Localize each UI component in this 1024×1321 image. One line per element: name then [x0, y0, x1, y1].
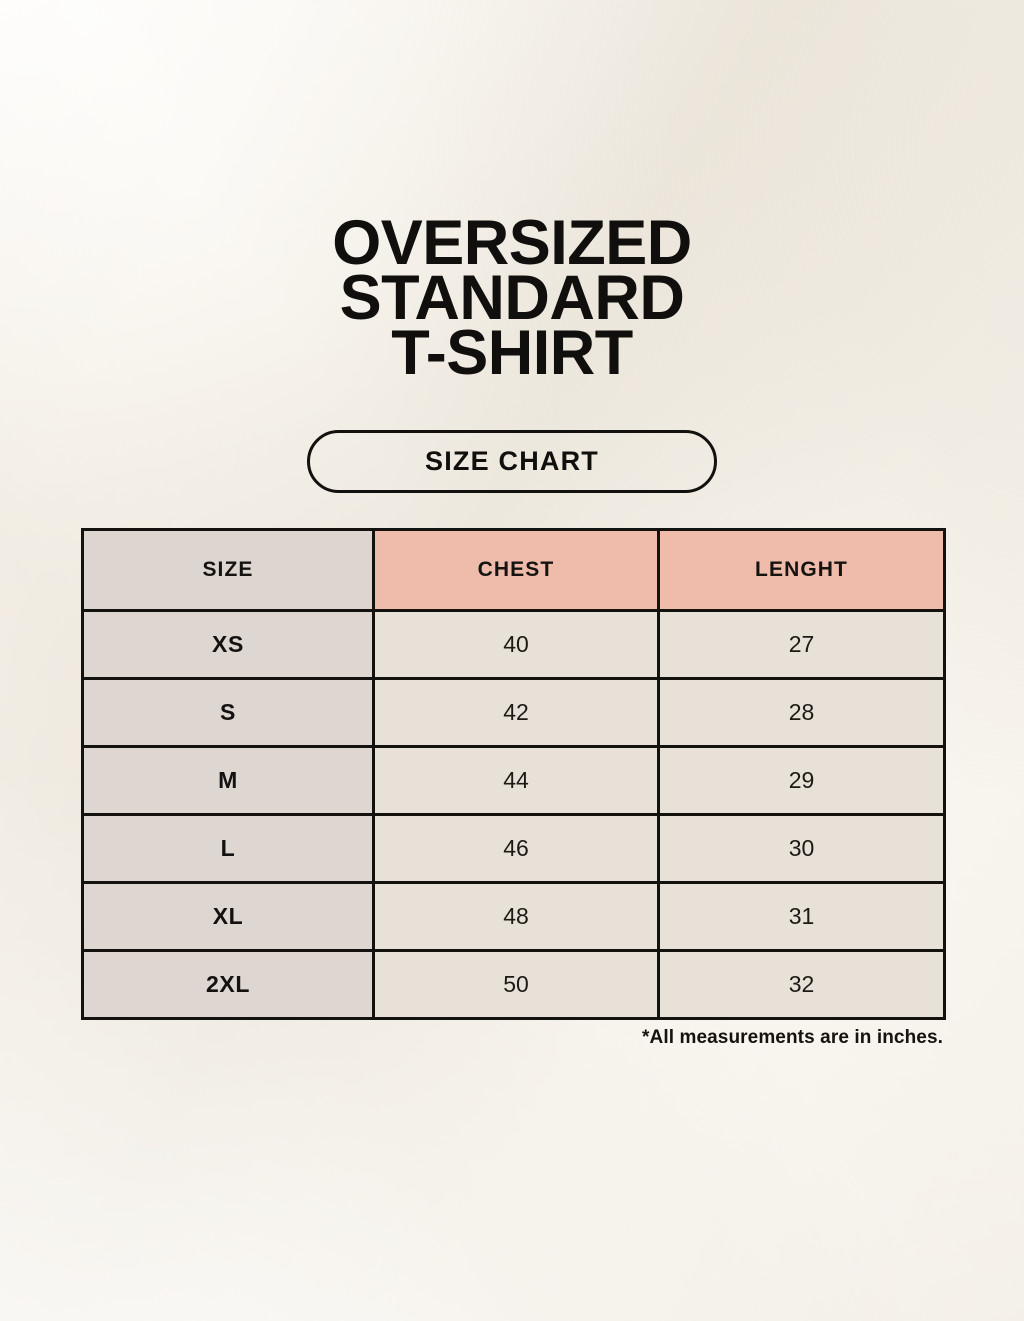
measurements-note: *All measurements are in inches. [642, 1027, 943, 1048]
cell-size: S [81, 677, 375, 748]
cell-chest: 50 [372, 949, 660, 1020]
cell-length: 31 [657, 881, 946, 952]
table-row: L 46 30 [81, 813, 946, 884]
table-row: S 42 28 [81, 677, 946, 748]
column-header-size: SIZE [81, 528, 375, 612]
size-chart-badge-label: SIZE CHART [425, 446, 599, 476]
table-body: XS 40 27 S 42 28 M 44 29 L 46 30 [81, 609, 946, 1020]
table-row: XL 48 31 [81, 881, 946, 952]
cell-length: 27 [657, 609, 946, 680]
column-header-length: LENGHT [657, 528, 946, 612]
cell-chest: 48 [372, 881, 660, 952]
column-header-chest: CHEST [372, 528, 660, 612]
table-header-row: SIZE CHEST LENGHT [81, 528, 946, 612]
cell-size: 2XL [81, 949, 375, 1020]
table-row: M 44 29 [81, 745, 946, 816]
cell-size: XL [81, 881, 375, 952]
cell-chest: 40 [372, 609, 660, 680]
cell-size: L [81, 813, 375, 884]
size-chart-table-container: SIZE CHEST LENGHT XS 40 27 S 42 28 M [81, 528, 946, 1020]
page-title-line-3: T-SHIRT [391, 318, 633, 388]
cell-length: 30 [657, 813, 946, 884]
cell-chest: 46 [372, 813, 660, 884]
table-row: XS 40 27 [81, 609, 946, 680]
size-chart-table: SIZE CHEST LENGHT XS 40 27 S 42 28 M [81, 528, 946, 1020]
size-chart-badge: SIZE CHART [307, 430, 717, 493]
cell-size: M [81, 745, 375, 816]
size-chart-badge-container: SIZE CHART [0, 430, 1024, 493]
cell-size: XS [81, 609, 375, 680]
page-title: OVERSIZED STANDARD T-SHIRT [0, 212, 1024, 388]
cell-length: 29 [657, 745, 946, 816]
cell-length: 32 [657, 949, 946, 1020]
table-header: SIZE CHEST LENGHT [81, 528, 946, 612]
cell-length: 28 [657, 677, 946, 748]
cell-chest: 44 [372, 745, 660, 816]
cell-chest: 42 [372, 677, 660, 748]
table-row: 2XL 50 32 [81, 949, 946, 1020]
